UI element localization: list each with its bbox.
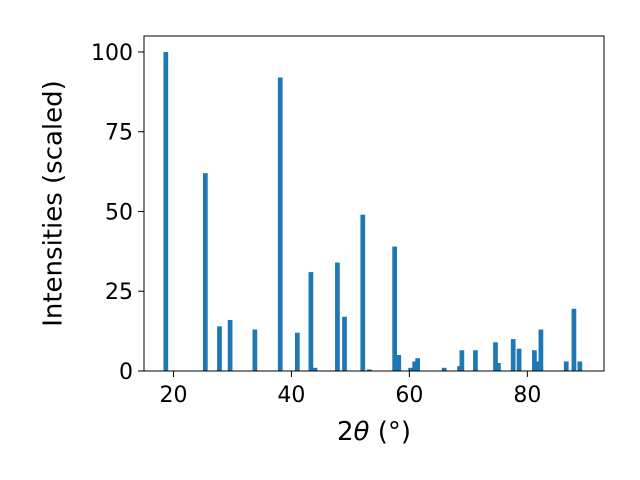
- bar: [308, 272, 314, 371]
- bar: [335, 262, 340, 371]
- bar: [563, 361, 569, 371]
- bar: [510, 339, 516, 371]
- y-tick-label: 50: [105, 200, 133, 225]
- bar: [366, 369, 372, 371]
- bar: [312, 367, 318, 371]
- bar: [538, 329, 544, 371]
- bars-group: [163, 51, 583, 371]
- y-axis-ticks: 0 25 50 75 100: [91, 41, 144, 385]
- bar: [277, 77, 283, 371]
- bar: [408, 367, 413, 371]
- y-tick-label: 75: [105, 121, 133, 146]
- bar: [163, 51, 169, 371]
- bar: [227, 319, 233, 371]
- bar: [493, 342, 498, 371]
- bar: [571, 308, 577, 371]
- bar: [496, 363, 501, 371]
- bar: [396, 355, 402, 371]
- x-tick-label: 20: [159, 383, 187, 408]
- x-tick-label: 60: [395, 383, 423, 408]
- bar: [535, 361, 541, 371]
- bar: [294, 332, 300, 371]
- bar: [412, 361, 418, 371]
- bar: [577, 361, 583, 371]
- x-axis-ticks: 20 40 60 80: [159, 371, 541, 408]
- bar: [217, 326, 222, 371]
- bar: [342, 316, 347, 371]
- bar: [516, 348, 522, 371]
- bar: [459, 350, 465, 371]
- y-axis-label: Intensities (scaled): [39, 80, 69, 327]
- x-tick-label: 80: [513, 383, 541, 408]
- y-tick-label: 0: [119, 360, 133, 385]
- bar: [392, 246, 397, 371]
- bar: [360, 214, 366, 371]
- bar: [415, 358, 420, 371]
- x-tick-label: 40: [277, 383, 305, 408]
- bar: [252, 329, 258, 371]
- bar: [473, 350, 478, 371]
- x-axis-label: 2θ (°): [337, 417, 411, 447]
- bar: [441, 367, 447, 371]
- bar: [202, 173, 208, 371]
- y-tick-label: 25: [105, 280, 133, 305]
- y-tick-label: 100: [91, 41, 133, 66]
- bar: [532, 350, 537, 371]
- plot-frame: [143, 35, 605, 372]
